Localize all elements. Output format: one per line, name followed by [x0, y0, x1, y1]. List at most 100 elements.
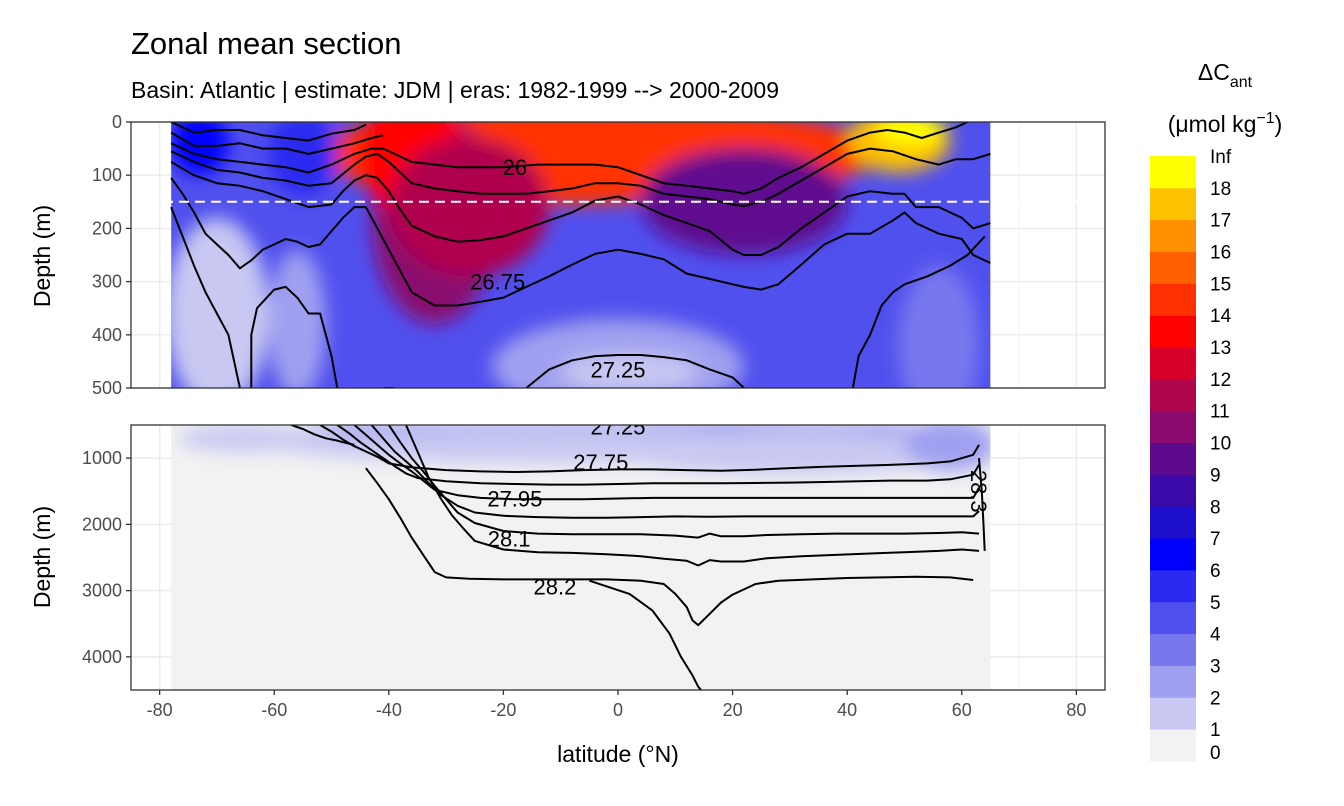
- colorbar-swatch: [1150, 474, 1196, 507]
- legend-title-main: ΔC: [1198, 59, 1230, 85]
- colorbar-label: 7: [1210, 529, 1221, 550]
- colorbar-label: 13: [1210, 338, 1231, 359]
- isopycnal-label: 26: [503, 155, 527, 180]
- isopycnal-line: [405, 425, 980, 567]
- isopycnal-line: [170, 206, 241, 388]
- y-tick-label: 300: [92, 272, 122, 292]
- isopycnal-label: 27.75: [573, 450, 628, 475]
- field-layer: [171, 122, 991, 388]
- colorbar-label: 16: [1210, 243, 1231, 264]
- field-patch: [898, 265, 979, 388]
- isopycnal-label: 28.2: [534, 575, 577, 600]
- isopycnal-line: [170, 131, 384, 155]
- colorbar-swatch: [1150, 601, 1196, 635]
- y-axis-title-upper: Depth (m): [29, 205, 55, 307]
- legend-title: ΔCant: [1198, 59, 1253, 91]
- colorbar-swatch: [1150, 378, 1196, 412]
- x-tick-label: -40: [376, 700, 402, 720]
- isopycnal-line: [250, 285, 339, 388]
- panel-border: [130, 121, 1106, 389]
- colorbar-label: 4: [1210, 625, 1221, 646]
- x-tick-label: 80: [1066, 700, 1086, 720]
- legend-unit: (μmol kg−1): [1168, 110, 1283, 137]
- y-tick-label: 1000: [82, 448, 122, 468]
- field-patch: [268, 249, 326, 388]
- isopycnal-label: 27.25: [590, 357, 645, 382]
- isopycnal-line: [387, 425, 980, 539]
- legend-unit-close: ): [1275, 111, 1283, 137]
- y-tick-label: 500: [92, 378, 122, 398]
- colorbar-label: 18: [1210, 179, 1231, 200]
- isopycnal-label: 28.3: [966, 470, 991, 513]
- colorbar-swatch: [1150, 697, 1196, 730]
- colorbar-label: 1: [1210, 720, 1221, 741]
- colorbar-label: 9: [1210, 465, 1221, 486]
- colorbar-swatch: [1150, 729, 1196, 762]
- field-area: [171, 122, 991, 388]
- y-ticks: 1000 2000 3000 4000: [82, 448, 131, 667]
- legend-unit-exp: −1: [1256, 110, 1274, 127]
- colorbar-label: 0: [1210, 743, 1221, 764]
- isopycnal-line: [170, 122, 367, 142]
- y-ticks: 0 100 200 300 400 500: [92, 112, 131, 398]
- field-patch: [904, 425, 991, 472]
- lower-panel: 27.25 27.75 27.95 28.128.2 28.3 1000 2000 3000 4…: [82, 424, 1106, 720]
- colorbar-label: 15: [1210, 274, 1231, 295]
- isopycnal-lines: [170, 122, 991, 388]
- colorbar-label: 10: [1210, 434, 1231, 455]
- colorbar-swatch: [1150, 665, 1196, 698]
- isopycnal-line: [525, 354, 745, 388]
- isopycnal-line: [170, 161, 991, 256]
- isopycnal-label: 27.95: [487, 487, 542, 512]
- field-patch: [171, 217, 269, 388]
- field-patch: [388, 137, 550, 277]
- legend-unit-main: (μmol kg: [1168, 111, 1257, 137]
- y-tick-label: 3000: [82, 581, 122, 601]
- isopycnal-line: [353, 425, 980, 501]
- colorbar-swatch: [1150, 315, 1196, 348]
- colorbar-label: Inf: [1210, 147, 1232, 168]
- isopycnal-line: [336, 425, 980, 486]
- field-patches: [171, 122, 979, 388]
- isopycnal-lines: [291, 425, 986, 690]
- colorbar-swatch: [1150, 538, 1196, 571]
- isopycnal-line: [291, 425, 355, 446]
- x-axis-title: latitude (°N): [557, 741, 679, 767]
- colorbar-swatch: [1150, 219, 1196, 252]
- colorbar-label: 14: [1210, 306, 1232, 327]
- chart-subtitle: Basin: Atlantic | estimate: JDM | eras: …: [131, 77, 779, 103]
- colorbar-swatch: [1150, 187, 1196, 221]
- colorbar-label: 5: [1210, 593, 1221, 614]
- field-area: [171, 425, 991, 690]
- colorbar-label: 3: [1210, 657, 1221, 678]
- colorbar-label: 11: [1210, 402, 1230, 423]
- isopycnal-line: [319, 425, 980, 473]
- colorbar-label: 6: [1210, 561, 1221, 582]
- y-tick-label: 400: [92, 325, 122, 345]
- field-layer: [171, 425, 991, 690]
- colorbar-label: 8: [1210, 497, 1221, 518]
- field-patch: [176, 425, 315, 452]
- isopycnal-line: [370, 425, 980, 519]
- field-patch: [560, 353, 699, 388]
- isopycnal-label: 28.1: [488, 526, 531, 551]
- y-axis-titles: Depth (m) Depth (m): [29, 205, 55, 608]
- isopycnal-labels: 26 26.75 27.25: [470, 155, 645, 382]
- isopycnal-line: [170, 122, 968, 195]
- y-axis-title-lower: Depth (m): [29, 506, 55, 608]
- y-tick-label: 0: [112, 112, 122, 132]
- field-patch: [618, 428, 962, 475]
- x-tick-label: 60: [952, 700, 972, 720]
- isopycnal-label: 26.75: [470, 270, 525, 295]
- colorbar-swatch: [1150, 156, 1196, 189]
- legend-title-sub: ant: [1230, 74, 1253, 91]
- colorbar-swatch: [1150, 569, 1196, 603]
- x-tick-label: 20: [723, 700, 743, 720]
- colorbar-label: 17: [1210, 211, 1231, 232]
- isopycnal-line: [851, 235, 986, 388]
- isopycnal-line: [170, 177, 991, 307]
- x-tick-label: 0: [613, 700, 623, 720]
- colorbar-legend: ΔCant (μmol kg−1) 0123456789101112131415…: [1150, 59, 1282, 764]
- y-tick-label: 200: [92, 218, 122, 238]
